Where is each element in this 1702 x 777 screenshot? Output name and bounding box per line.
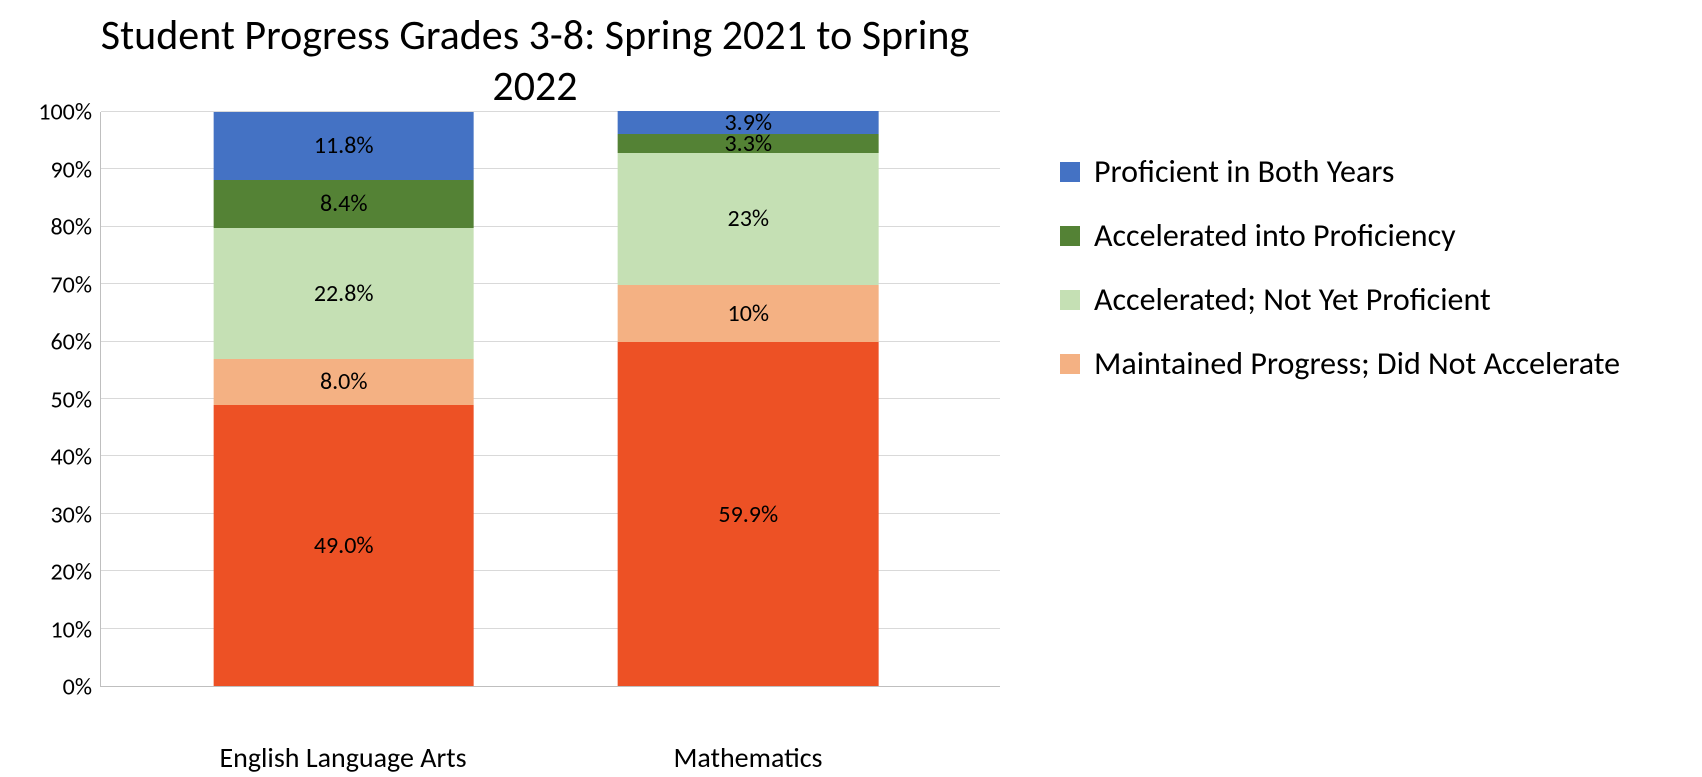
segment-label: 8.4% — [320, 189, 368, 218]
bar-segment-accel_into_prof: 8.4% — [213, 180, 474, 228]
chart-title: Student Progress Grades 3-8: Spring 2021… — [20, 10, 1000, 112]
y-tick-label: 60% — [51, 328, 92, 357]
plot-row: 0%10%20%30%40%50%60%70%80%90%100% 49.0%8… — [20, 112, 1680, 732]
segment-label: 8.0% — [320, 367, 368, 396]
bar-segment-prof_both: 11.8% — [213, 112, 474, 180]
plot-area: 49.0%8.0%22.8%8.4%11.8%59.9%10%23%3.3%3.… — [100, 112, 1000, 687]
y-axis: 0%10%20%30%40%50%60%70%80%90%100% — [20, 112, 100, 687]
bar-segment-lost_ground: 59.9% — [618, 342, 879, 686]
legend-swatch — [1060, 354, 1080, 374]
y-tick-label: 40% — [51, 443, 92, 472]
y-tick-label: 10% — [51, 615, 92, 644]
legend-item: Proficient in Both Years — [1060, 152, 1660, 192]
legend-label: Maintained Progress; Did Not Accelerate — [1094, 344, 1620, 384]
segment-label: 10% — [728, 299, 769, 328]
legend-item: Maintained Progress; Did Not Accelerate — [1060, 344, 1660, 384]
legend-swatch — [1060, 290, 1080, 310]
y-tick-label: 0% — [63, 673, 92, 702]
legend-label: Accelerated into Proficiency — [1094, 216, 1456, 256]
x-tick-label: Mathematics — [673, 740, 822, 775]
bar: 49.0% 8.0% 22.8% 8.4% 11.8% — [213, 112, 474, 686]
legend-swatch — [1060, 226, 1080, 246]
stacked-bar-chart: Student Progress Grades 3-8: Spring 2021… — [20, 10, 1680, 704]
y-tick-label: 80% — [51, 213, 92, 242]
x-axis: English Language Arts Mathematics — [100, 732, 1000, 777]
bar-segment-accel_not_prof: 22.8% — [213, 228, 474, 359]
legend: Proficient in Both Years Accelerated into… — [1000, 112, 1660, 732]
segment-label: 23% — [728, 204, 769, 233]
legend-label: Accelerated; Not Yet Proficient — [1094, 280, 1491, 320]
y-tick-label: 100% — [38, 98, 92, 127]
segment-label: 59.9% — [718, 500, 778, 529]
y-tick-label: 30% — [51, 500, 92, 529]
segment-label: 11.8% — [314, 131, 374, 160]
y-tick-label: 90% — [51, 155, 92, 184]
y-tick-label: 70% — [51, 270, 92, 299]
bar-segment-maintained: 10% — [618, 285, 879, 342]
segment-label: 22.8% — [314, 279, 374, 308]
segment-label: 49.0% — [314, 531, 374, 560]
legend-item: Accelerated into Proficiency — [1060, 216, 1660, 256]
bar-segment-prof_both: 3.9% — [618, 111, 879, 133]
bar-segment-lost_ground: 49.0% — [213, 405, 474, 686]
legend-label: Proficient in Both Years — [1094, 152, 1394, 192]
x-tick-label: English Language Arts — [219, 740, 466, 775]
y-tick-label: 20% — [51, 558, 92, 587]
legend-swatch — [1060, 162, 1080, 182]
bar-segment-accel_not_prof: 23% — [618, 153, 879, 285]
bar: 59.9%10%23%3.3%3.9% — [618, 112, 879, 686]
bar-segment-maintained: 8.0% — [213, 359, 474, 405]
segment-label: 3.9% — [724, 108, 772, 137]
legend-item: Accelerated; Not Yet Proficient — [1060, 280, 1660, 320]
y-tick-label: 50% — [51, 385, 92, 414]
